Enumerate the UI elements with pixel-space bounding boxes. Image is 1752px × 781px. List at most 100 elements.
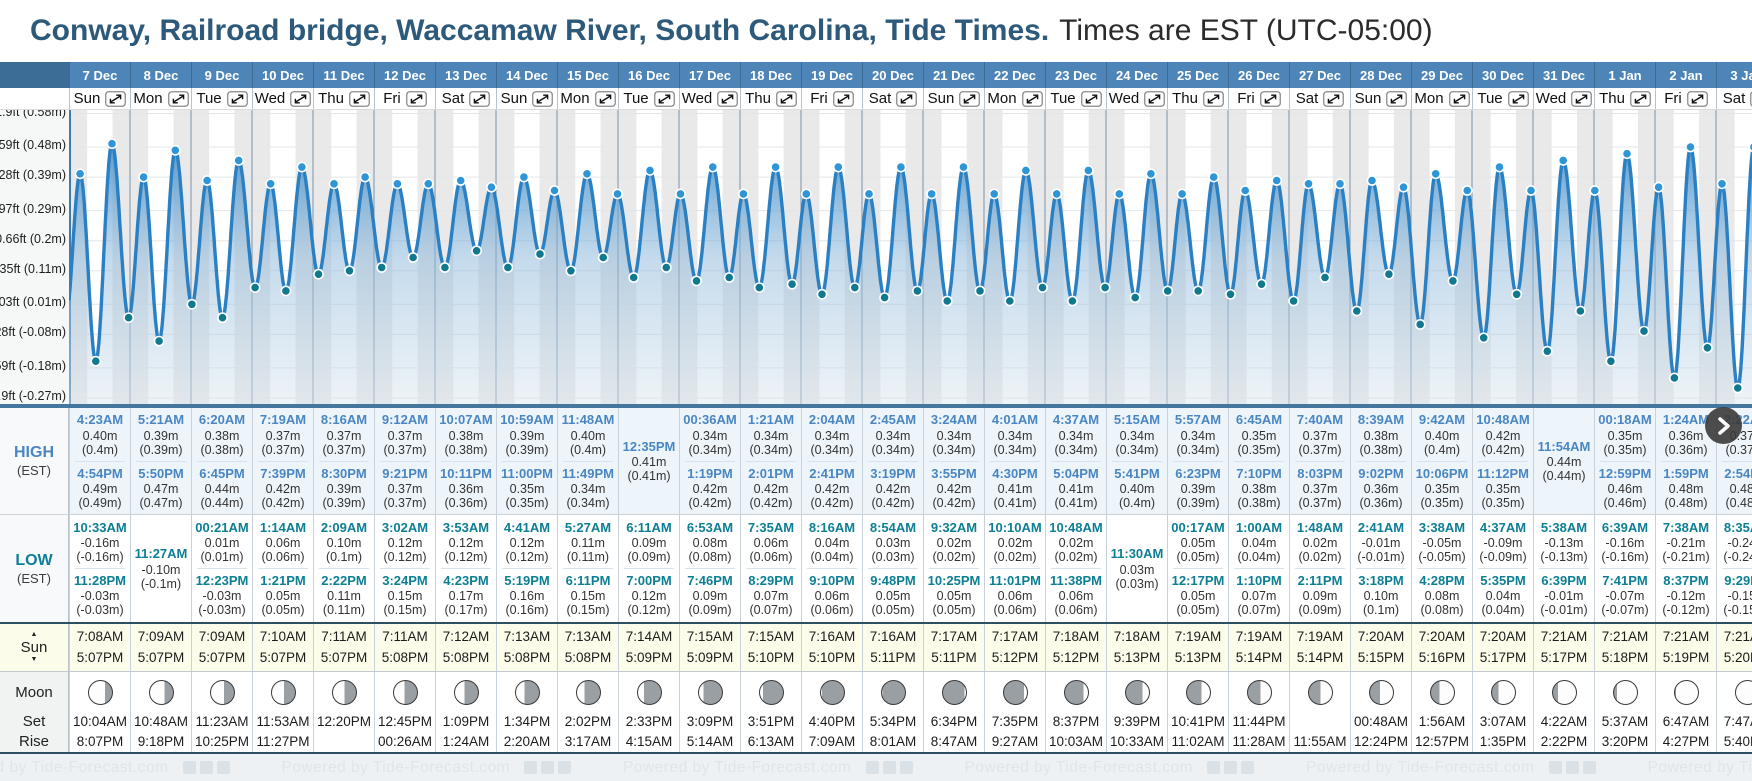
sun-times-cell: 7:15AM 5:09PM [679, 624, 740, 671]
expand-day-button[interactable] [105, 90, 127, 107]
expand-day-button[interactable] [1448, 90, 1470, 107]
tide-height-m: -0.12m [1666, 589, 1706, 604]
tide-height-m2: (0.39m) [1176, 495, 1220, 510]
date-label: 3 Jan [1730, 67, 1752, 83]
expand-day-button[interactable] [167, 90, 189, 107]
low-tide-dot [1037, 282, 1048, 293]
tide-time: 11:49PM [561, 465, 615, 481]
tide-entry: 6:11AM 0.09m (0.09m) [619, 518, 679, 566]
tide-height-m: 0.44m [1546, 455, 1582, 470]
tide-entry: 11:00PM 0.35m (0.35m) [497, 464, 557, 512]
moonset-time: 4:40PM [808, 714, 856, 729]
day-name-label: Tue [1477, 90, 1503, 107]
sun-label: Sun [20, 639, 48, 656]
tide-height-m: -0.03m [202, 589, 242, 604]
date-label: 15 Dec [567, 67, 609, 83]
tide-time: 9:02PM [1358, 465, 1404, 481]
tide-entry: 3:38AM -0.05m (-0.05m) [1412, 518, 1472, 566]
high-tide-dot [1716, 178, 1728, 190]
tide-time: 6:45AM [1235, 412, 1283, 428]
expand-day-button[interactable] [226, 90, 248, 107]
tide-height-m: 0.07m [753, 589, 789, 604]
high-tide-dot [485, 181, 497, 193]
date-cell: 8 Dec [130, 62, 191, 88]
sun-times-cell: 7:21AM 5:18PM [1594, 624, 1655, 671]
expand-day-button[interactable] [1259, 90, 1281, 107]
expand-day-button[interactable] [896, 90, 918, 107]
expand-day-button[interactable] [959, 90, 981, 107]
expand-day-button[interactable] [1323, 90, 1345, 107]
sun-times-row: ▲ Sun ▼ 7:08AM 5:07PM 7:09AM 5:07PM 7:09AM 5:… [0, 622, 1752, 671]
expand-day-button[interactable] [1386, 90, 1408, 107]
low-tide-dot [1575, 305, 1586, 317]
expand-arrow-icon[interactable]: ▼ [30, 656, 38, 663]
expand-day-button[interactable] [532, 90, 554, 107]
low-tide-cell: 4:37AM -0.09m (-0.09m) 5:35PM 0.04m (0.04m) [1472, 515, 1533, 622]
expand-day-button[interactable] [1630, 90, 1651, 107]
expand-day-button[interactable] [1203, 90, 1224, 107]
expand-day-button[interactable] [717, 90, 739, 107]
tide-time: 8:16AM [320, 412, 368, 428]
expand-day-button[interactable] [653, 90, 675, 107]
tide-entry: 5:35PM 0.04m (0.04m) [1473, 571, 1533, 619]
expand-day-button[interactable] [832, 90, 854, 107]
tide-entry: 2:45AM 0.34m (0.34m) [863, 410, 923, 458]
tide-height-m2: (0.44m) [200, 495, 244, 510]
tide-height-m: 0.05m [875, 589, 911, 604]
date-header-corner [0, 62, 69, 88]
tide-height-m2: (0.34m) [1054, 442, 1098, 457]
tide-height-m2: (0.38m) [444, 442, 488, 457]
moon-phase-icon [331, 679, 357, 705]
high-tide-cell: 10:48AM 0.42m (0.42m) 11:12PM 0.35m (0.35m) [1472, 408, 1533, 514]
high-tide-dot [201, 175, 213, 186]
high-tide-dot [359, 171, 371, 183]
moon-phase-icon [87, 679, 113, 705]
moon-cell: 9:39PM 10:33AM [1106, 672, 1167, 752]
expand-day-button[interactable] [349, 90, 370, 107]
expand-day-button[interactable] [1144, 90, 1166, 107]
moon-phase-icon [1673, 679, 1699, 705]
day-name-label: Mon [133, 90, 163, 107]
tide-time: 4:41AM [503, 519, 551, 535]
sun-times-cell: 7:12AM 5:08PM [435, 624, 496, 671]
expand-day-button[interactable] [1507, 90, 1529, 107]
high-tide-dot [800, 188, 812, 200]
expand-day-button[interactable] [405, 90, 427, 107]
tide-entry: 7:10PM 0.38m (0.38m) [1229, 464, 1289, 512]
tide-time: 10:11PM [439, 465, 493, 481]
tide-height-m2: (0.4m) [1423, 442, 1461, 457]
date-cell: 17 Dec [679, 62, 740, 88]
tide-entry: 6:53AM 0.08m (0.08m) [680, 518, 740, 566]
expand-day-button[interactable] [1686, 90, 1708, 107]
sunrise-time: 7:21AM [1723, 628, 1752, 644]
tide-height-m: 0.02m [1302, 536, 1338, 550]
tide-height-m: 0.41m [631, 455, 667, 470]
low-tide-dot [534, 248, 546, 260]
expand-day-button[interactable] [469, 90, 491, 107]
expand-day-button[interactable] [290, 90, 312, 107]
moonrise-time: 5:14AM [686, 734, 734, 749]
sunrise-time: 7:17AM [930, 628, 978, 644]
collapse-arrow-icon[interactable]: ▲ [30, 630, 38, 638]
low-tide-cell: 10:10AM 0.02m (0.02m) 11:01PM 0.06m (0.06m) [984, 515, 1045, 622]
tide-entry: 7:00PM 0.12m (0.12m) [619, 571, 679, 619]
expand-day-button[interactable] [776, 90, 797, 107]
tide-height-m: 0.42m [1485, 428, 1521, 443]
expand-day-button[interactable] [1571, 90, 1593, 107]
moon-cell: 3:51PM 6:13AM [740, 672, 801, 752]
low-tide-dot [1351, 305, 1363, 317]
next-page-button[interactable] [1705, 407, 1742, 444]
tide-height-m2: (0.38m) [200, 442, 244, 457]
expand-day-button[interactable] [1080, 90, 1102, 107]
high-tide-cell: 7:19AM 0.37m (0.37m) 7:39PM 0.42m (0.42m) [252, 408, 313, 514]
tide-height-m: 0.38m [204, 428, 240, 443]
tide-height-m: 0.35m [1485, 481, 1521, 496]
expand-day-button[interactable] [594, 90, 616, 107]
tide-height-m2: (0.06m) [749, 550, 793, 564]
tide-entry: 1:19PM 0.42m (0.42m) [680, 464, 740, 512]
page-title: Conway, Railroad bridge, Waccamaw River,… [30, 14, 1050, 47]
tide-height-m: 0.37m [1302, 481, 1338, 496]
expand-day-button[interactable] [1021, 90, 1043, 107]
tide-entry: 3:24PM 0.15m (0.15m) [375, 571, 435, 619]
